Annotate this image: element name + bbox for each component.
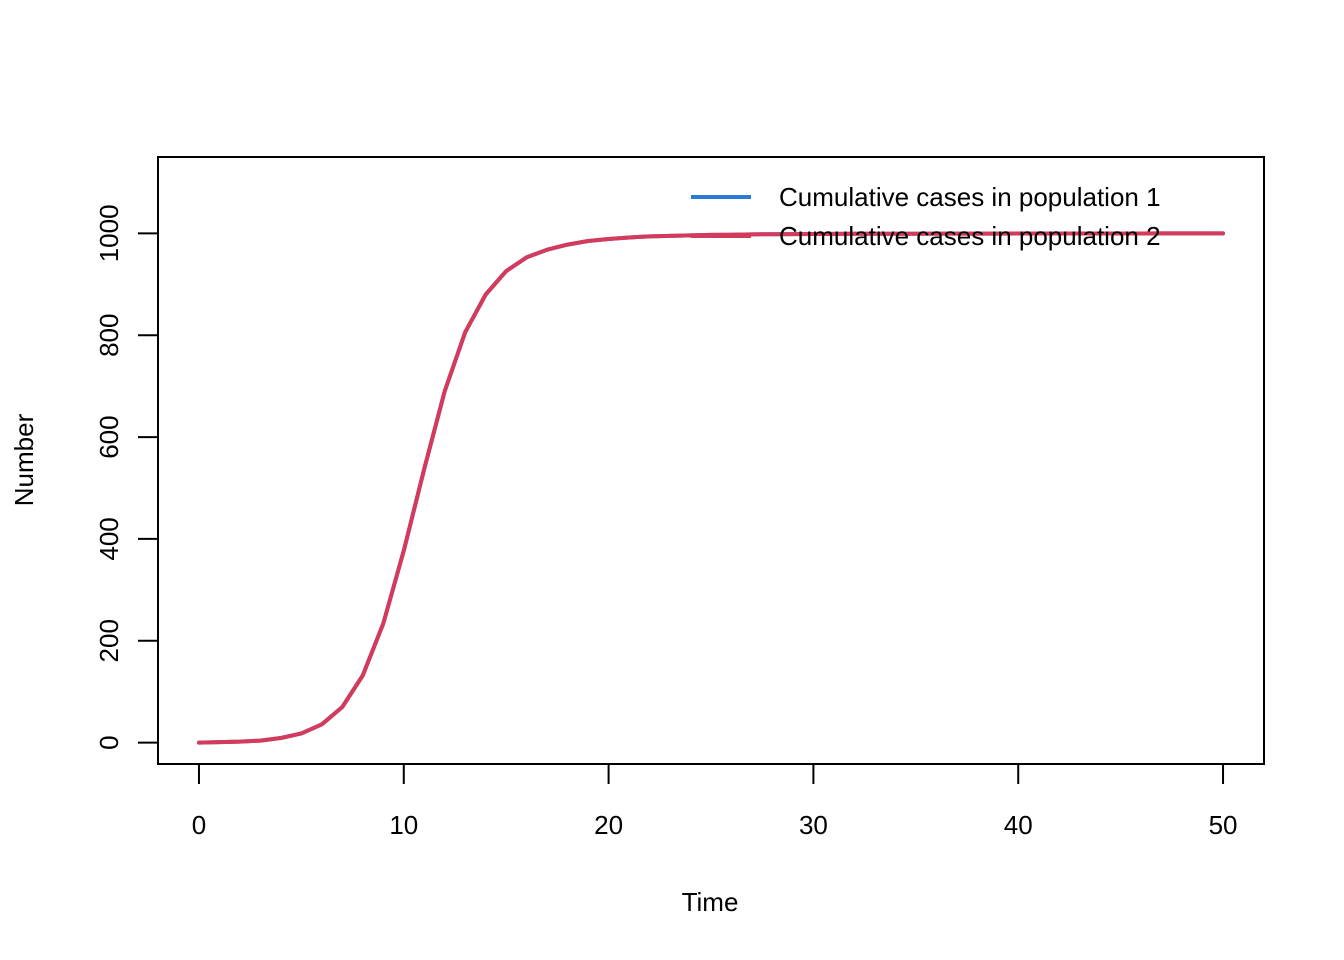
y-tick-label: 400 xyxy=(94,517,124,560)
x-tick-label: 20 xyxy=(594,810,623,840)
x-axis: 0 10 20 30 40 50 xyxy=(192,763,1238,840)
x-tick-label: 30 xyxy=(799,810,828,840)
legend-label-1: Cumulative cases in population 1 xyxy=(779,182,1161,212)
x-tick-label: 50 xyxy=(1209,810,1238,840)
y-tick-label: 0 xyxy=(94,735,124,749)
x-axis-title: Time xyxy=(682,887,739,917)
y-axis-title: Number xyxy=(9,413,39,506)
x-tick-label: 10 xyxy=(389,810,418,840)
y-tick-label: 200 xyxy=(94,619,124,662)
legend: Cumulative cases in population 1 Cumulati… xyxy=(691,182,1161,251)
y-tick-label: 1000 xyxy=(94,204,124,262)
legend-label-2: Cumulative cases in population 2 xyxy=(779,221,1161,251)
series-line-2 xyxy=(197,231,1225,745)
series-layer xyxy=(197,231,1225,745)
y-axis: 0 200 400 600 800 1000 xyxy=(94,204,159,750)
x-tick-label: 0 xyxy=(192,810,206,840)
y-tick-label: 800 xyxy=(94,314,124,357)
x-tick-label: 40 xyxy=(1004,810,1033,840)
y-tick-label: 600 xyxy=(94,415,124,458)
series-line-1 xyxy=(197,231,1225,745)
